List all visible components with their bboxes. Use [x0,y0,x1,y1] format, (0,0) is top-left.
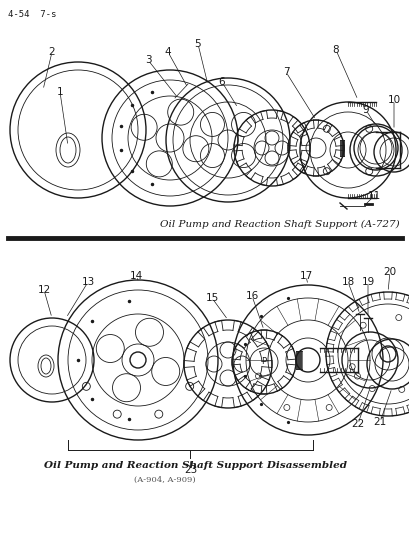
Text: 6: 6 [218,77,225,87]
Text: 22: 22 [351,419,364,429]
Text: 16: 16 [245,291,258,301]
Text: 19: 19 [360,277,374,287]
Text: 15: 15 [205,293,218,303]
Text: 2: 2 [49,47,55,57]
Text: 20: 20 [382,267,396,277]
Text: 4-54  7-s: 4-54 7-s [8,10,56,19]
Text: 18: 18 [341,277,354,287]
Text: 4: 4 [164,47,171,57]
Text: 10: 10 [387,95,400,105]
Text: (A-904, A-909): (A-904, A-909) [134,476,195,484]
Text: 5: 5 [194,39,201,49]
Text: P: P [261,358,266,367]
Text: 8: 8 [332,45,339,55]
Text: 23: 23 [183,465,197,475]
Text: 1: 1 [56,87,63,97]
Text: 3: 3 [144,55,151,65]
Text: Oil Pump and Reaction Shaft Support (A-727): Oil Pump and Reaction Shaft Support (A-7… [160,220,399,229]
Text: 11: 11 [366,191,380,201]
Text: 7: 7 [282,67,289,77]
Text: 14: 14 [129,271,142,281]
Text: 12: 12 [37,285,50,295]
Text: 9: 9 [362,105,369,115]
Text: 13: 13 [81,277,94,287]
Text: 21: 21 [373,417,386,427]
Text: 17: 17 [299,271,312,281]
Text: Oil Pump and Reaction Shaft Support Disassembled: Oil Pump and Reaction Shaft Support Disa… [44,462,346,471]
